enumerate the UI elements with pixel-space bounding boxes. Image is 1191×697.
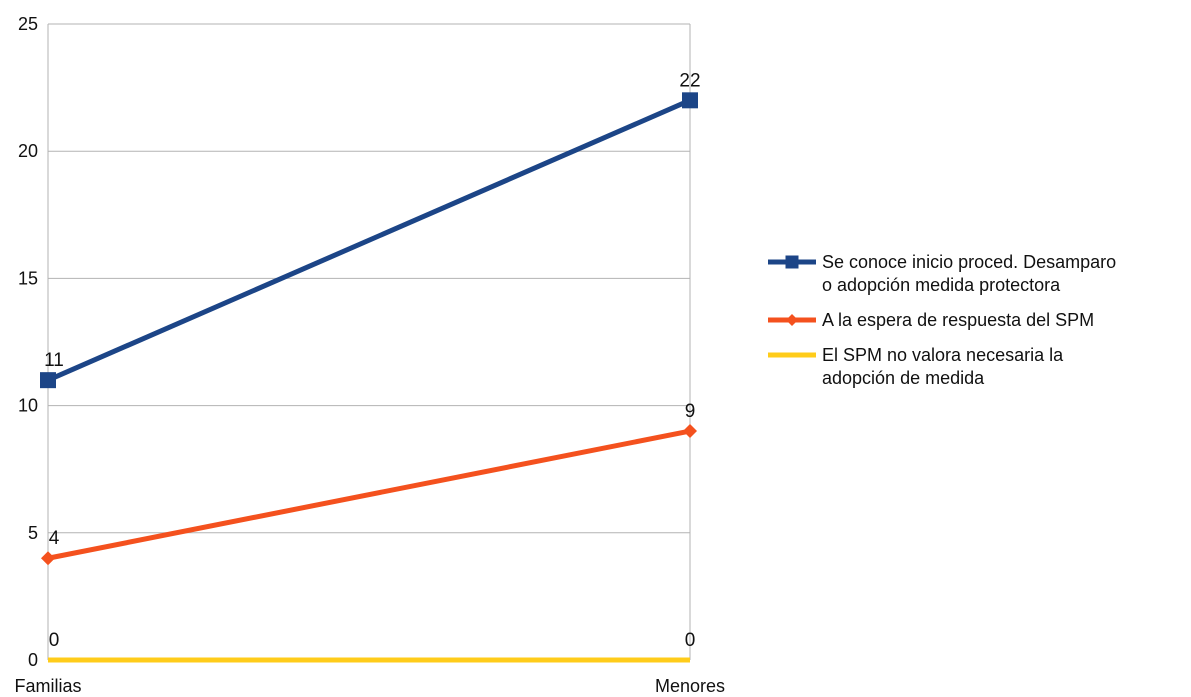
legend-item-1: Se conoce inicio proced. Desamparo o adop…: [768, 252, 1116, 295]
chart-gridlines: [47, 23, 691, 661]
y-tick-label: 5: [28, 523, 38, 543]
data-label: 0: [49, 630, 60, 651]
y-axis-tick-labels: 0 5 10 15 20 25: [18, 14, 38, 670]
series-line-2: [47, 428, 691, 561]
legend-marker: [786, 314, 798, 326]
y-tick-label: 0: [28, 650, 38, 670]
legend-label: Se conoce inicio proced. Desamparo: [822, 252, 1116, 272]
legend-label: o adopción medida protectora: [822, 275, 1061, 295]
y-tick-label: 15: [18, 268, 38, 288]
data-label: 4: [49, 528, 60, 549]
chart-legend: Se conoce inicio proced. Desamparo o adop…: [768, 252, 1116, 388]
x-tick-label: Menores: [655, 676, 725, 696]
x-axis-tick-labels: Familias Menores: [14, 676, 725, 696]
chart-series: [40, 92, 698, 663]
legend-item-3: El SPM no valora necesaria la adopción de…: [768, 345, 1064, 388]
y-tick-label: 10: [18, 396, 38, 416]
data-label: 0: [685, 630, 696, 651]
series-line-1: [47, 98, 691, 383]
legend-item-2: A la espera de respuesta del SPM: [768, 310, 1094, 330]
data-point-marker: [41, 551, 55, 566]
y-tick-label: 25: [18, 14, 38, 34]
legend-label: adopción de medida: [822, 368, 985, 388]
legend-marker: [785, 255, 799, 269]
legend-label: El SPM no valora necesaria la: [822, 345, 1064, 365]
chart-data-labels: 0 0 4 9 11 22: [44, 70, 700, 651]
data-point-marker: [683, 424, 697, 439]
data-point-marker: [682, 92, 698, 109]
y-tick-label: 20: [18, 141, 38, 161]
data-point-marker: [40, 372, 56, 389]
data-label: 11: [44, 350, 64, 371]
x-tick-label: Familias: [14, 676, 81, 696]
data-label: 9: [685, 401, 696, 422]
legend-label: A la espera de respuesta del SPM: [822, 310, 1094, 330]
data-label: 22: [679, 70, 700, 91]
